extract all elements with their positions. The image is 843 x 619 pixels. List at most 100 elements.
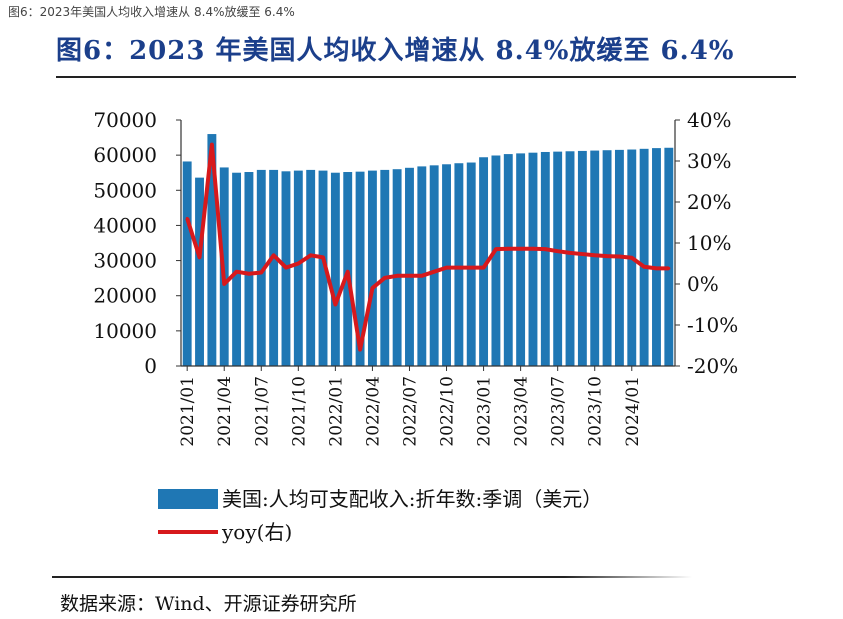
axes: 0 10000 20000 30000 40000 50000 60000 70000 -20%… — [93, 108, 738, 447]
source-divider — [52, 576, 692, 578]
bar-2021-12 — [318, 170, 328, 366]
yoy-point-2022-06 — [395, 274, 399, 278]
yoy-point-2022-07 — [407, 274, 411, 278]
yoy-point-2021-04 — [222, 282, 226, 286]
right-tick-label--20%: -20% — [687, 354, 738, 378]
yoy-point-2024-03 — [654, 266, 658, 270]
yoy-point-2022-04 — [370, 286, 374, 290]
bar-2022-05 — [380, 169, 390, 366]
yoy-point-2023-08 — [568, 251, 572, 255]
x-tick-label-2024-01: 2024/01 — [623, 376, 643, 447]
right-tick-label-0%: 0% — [687, 272, 719, 296]
x-tick-label-2023-01: 2023/01 — [475, 376, 495, 447]
bar-2022-02 — [343, 172, 353, 366]
yoy-point-2023-07 — [556, 249, 560, 253]
x-tick-label-2021-04: 2021/04 — [215, 376, 235, 447]
yoy-point-2023-04 — [519, 247, 523, 251]
x-tick-label-2023-10: 2023/10 — [586, 376, 606, 447]
yoy-point-2022-12 — [469, 266, 473, 270]
figure-caption: 图6：2023年美国人均收入增速从 8.4%放缓至 6.4% — [8, 5, 295, 19]
bar-2021-05 — [232, 172, 242, 366]
yoy-point-2022-05 — [383, 276, 387, 280]
x-tick-label-2023-07: 2023/07 — [549, 376, 569, 447]
yoy-point-2022-09 — [432, 270, 436, 274]
legend-label-line: yoy(右) — [221, 520, 292, 544]
bar-2023-02 — [491, 155, 501, 366]
x-tick-label-2021-01: 2021/01 — [178, 376, 198, 447]
left-tick-label-60000: 60000 — [93, 143, 157, 167]
yoy-point-2023-03 — [506, 247, 510, 251]
bar-2022-01 — [330, 172, 340, 366]
bar-2021-02 — [195, 177, 204, 366]
yoy-point-2021-05 — [235, 270, 239, 274]
yoy-point-2024-02 — [642, 265, 646, 269]
yoy-point-2022-02 — [346, 270, 350, 274]
legend-label-bar: 美国:人均可支配收入:折年数:季调（美元） — [222, 487, 602, 511]
bar-2023-07 — [553, 151, 563, 366]
legend: 美国:人均可支配收入:折年数:季调（美元） yoy(右) — [158, 487, 602, 544]
yoy-point-2021-01 — [185, 216, 189, 220]
left-tick-label-10000: 10000 — [93, 319, 157, 343]
bar-2022-10 — [442, 164, 451, 366]
yoy-point-2023-12 — [617, 255, 621, 259]
bar-2022-07 — [405, 167, 414, 366]
yoy-point-2021-10 — [296, 262, 300, 265]
yoy-point-2022-03 — [358, 348, 362, 352]
yoy-point-2021-08 — [272, 253, 276, 257]
bar-2022-04 — [367, 170, 377, 366]
x-tick-label-2022-01: 2022/01 — [326, 376, 346, 447]
bar-2024-02 — [639, 148, 649, 366]
bar-2022-09 — [429, 165, 439, 366]
bar-2023-09 — [577, 150, 587, 366]
bar-2023-08 — [565, 151, 575, 366]
right-tick-label--10%: -10% — [687, 313, 738, 337]
bar-2023-06 — [540, 151, 550, 366]
bar-2022-08 — [417, 166, 427, 366]
yoy-point-2024-04 — [667, 266, 671, 270]
yoy-point-2021-02 — [198, 255, 202, 259]
yoy-point-2021-12 — [321, 255, 325, 259]
yoy-point-2024-01 — [630, 256, 634, 260]
yoy-point-2023-09 — [580, 252, 584, 256]
chart-title: 图6：2023 年美国人均收入增速从 8.4%放缓至 6.4% — [56, 36, 735, 66]
bar-2021-08 — [269, 169, 279, 366]
bar-2022-03 — [355, 171, 365, 366]
yoy-point-2022-08 — [420, 274, 424, 278]
left-tick-label-30000: 30000 — [93, 249, 157, 273]
bar-series — [182, 134, 674, 366]
bar-2021-11 — [306, 169, 316, 366]
yoy-line — [185, 142, 669, 352]
bar-2024-04 — [664, 147, 674, 366]
x-tick-label-2022-04: 2022/04 — [363, 376, 383, 447]
yoy-point-2023-06 — [543, 247, 547, 251]
yoy-line-series — [185, 142, 671, 352]
bar-2021-07 — [256, 169, 266, 366]
bar-2021-06 — [244, 172, 254, 366]
left-tick-label-20000: 20000 — [93, 284, 157, 308]
yoy-point-2021-09 — [284, 266, 288, 270]
yoy-point-2023-02 — [494, 247, 498, 251]
bar-2023-10 — [590, 150, 600, 366]
bar-2022-06 — [392, 169, 402, 366]
bar-2021-01 — [182, 161, 192, 366]
yoy-point-2023-11 — [605, 254, 609, 258]
yoy-point-2021-03 — [210, 143, 214, 147]
left-tick-label-0: 0 — [144, 354, 157, 378]
legend-swatch-bar — [158, 489, 218, 509]
right-tick-label-30%: 30% — [687, 149, 731, 173]
bar-2023-04 — [516, 153, 526, 366]
bar-2021-10 — [293, 170, 303, 366]
yoy-point-2022-11 — [457, 266, 461, 270]
bar-2024-03 — [652, 148, 661, 366]
x-tick-label-2022-10: 2022/10 — [438, 376, 458, 447]
title-divider — [56, 76, 796, 78]
yoy-point-2021-11 — [309, 253, 313, 257]
bar-2023-05 — [528, 152, 538, 366]
bar-2023-01 — [479, 157, 489, 366]
left-tick-label-70000: 70000 — [93, 108, 157, 132]
yoy-point-2021-07 — [259, 271, 263, 275]
yoy-point-2023-01 — [482, 266, 486, 270]
x-tick-label-2022-07: 2022/07 — [400, 376, 420, 447]
left-tick-label-50000: 50000 — [93, 178, 157, 202]
yoy-point-2022-10 — [445, 266, 449, 270]
